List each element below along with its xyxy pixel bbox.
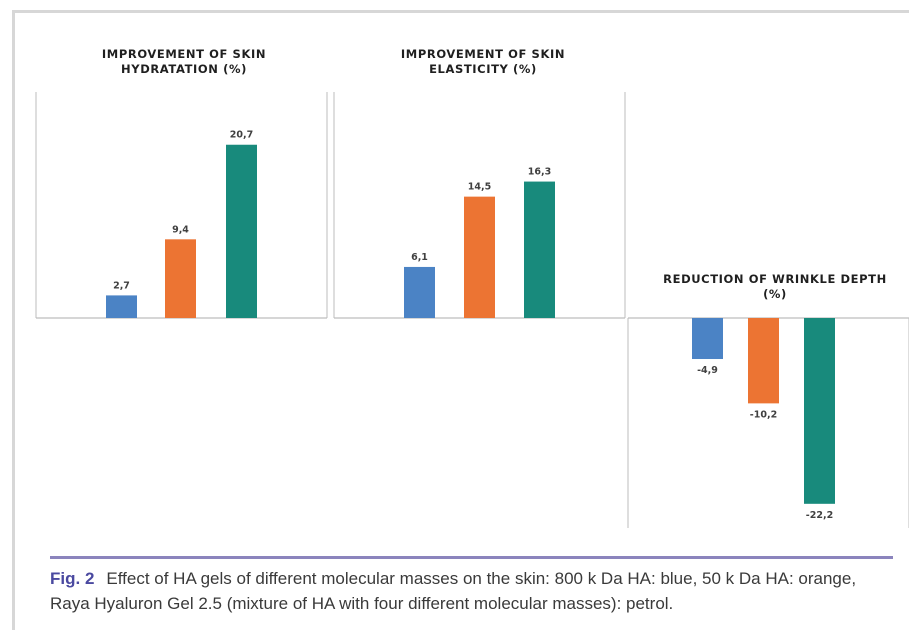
- chart-panel-3: -4,9 -10,2 -22,2: [627, 317, 909, 528]
- chart-title-line: (%): [763, 287, 787, 301]
- data-label: -10,2: [750, 409, 777, 420]
- bar: [692, 318, 723, 360]
- chart-title-line: ELASTICITY (%): [429, 62, 537, 76]
- chart-title: IMPROVEMENT OF SKIN ELASTICITY (%): [388, 47, 578, 77]
- bar: [226, 144, 257, 318]
- chart-title-line: IMPROVEMENT OF SKIN: [101, 47, 267, 61]
- chart-title-line: REDUCTION OF WRINKLE DEPTH: [663, 272, 887, 286]
- caption-text: Effect of HA gels of different molecular…: [50, 569, 857, 613]
- chart-title: IMPROVEMENT OF SKIN HYDRATATION (%): [89, 47, 279, 77]
- bar: [748, 318, 779, 404]
- bar: [464, 196, 495, 318]
- bar: [106, 295, 137, 318]
- data-label: -22,2: [806, 510, 833, 521]
- bar: [804, 318, 835, 504]
- data-label: -4,9: [697, 365, 718, 376]
- bar: [165, 239, 196, 318]
- data-label: 14,5: [468, 182, 491, 193]
- data-label: 9,4: [172, 224, 189, 235]
- data-label: 16,3: [528, 167, 551, 178]
- chart-panel-2: 6,1 14,5 16,3: [333, 92, 626, 319]
- chart-title-line: HYDRATATION (%): [121, 62, 247, 76]
- chart-title: REDUCTION OF WRINKLE DEPTH (%): [660, 272, 890, 302]
- data-label: 20,7: [230, 130, 253, 141]
- bar: [404, 266, 435, 318]
- chart-panel-1: 2,7 9,4 20,7: [35, 92, 328, 319]
- figure-frame: [12, 10, 909, 630]
- data-label: 6,1: [411, 252, 428, 263]
- charts-area: 2,7 9,4 20,7 6,1 14,5 16,3 -4,9 -10,2 -22,2: [35, 92, 909, 528]
- caption-label: Fig. 2: [50, 569, 95, 588]
- figure-caption: Fig. 2 Effect of HA gels of different mol…: [50, 566, 900, 616]
- bar: [524, 181, 555, 318]
- caption-divider: [50, 556, 893, 559]
- chart-title-line: IMPROVEMENT OF SKIN: [400, 47, 566, 61]
- data-label: 2,7: [113, 280, 130, 291]
